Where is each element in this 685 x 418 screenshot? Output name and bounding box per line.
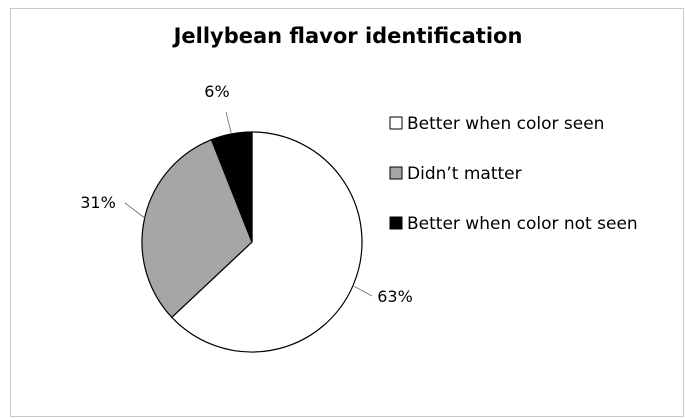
legend-label-better-when-color-not-seen: Better when color not seen — [407, 214, 638, 234]
legend-swatch-better-when-color-seen — [389, 116, 403, 130]
legend: Better when color seen Didn’t matter Bette… — [389, 114, 638, 234]
legend-swatch-better-when-color-not-seen — [389, 216, 403, 230]
pie-slice-better-when-color-seen — [170, 131, 363, 353]
legend-label-didn-t-matter: Didn’t matter — [407, 164, 522, 184]
pie-slice-better-when-color-not-seen — [210, 131, 253, 243]
leader-line-better-when-color-not-seen — [225, 111, 232, 135]
leader-lines — [124, 111, 373, 297]
legend-label-better-when-color-seen: Better when color seen — [407, 114, 604, 134]
leader-line-didn-t-matter — [124, 202, 145, 219]
data-label-better-when-color-seen: 63% — [377, 287, 413, 306]
chart-frame — [10, 8, 684, 417]
chart-title: Jellybean flavor identification — [172, 24, 523, 48]
leader-line-better-when-color-seen — [352, 285, 373, 297]
data-labels: 63% 31% 6% — [80, 82, 413, 306]
pie-slice-didn-t-matter — [141, 138, 253, 319]
data-label-better-when-color-not-seen: 6% — [204, 82, 229, 101]
pie-slices — [141, 131, 363, 353]
legend-swatch-didn-t-matter — [389, 166, 403, 180]
data-label-didn-t-matter: 31% — [80, 193, 116, 212]
